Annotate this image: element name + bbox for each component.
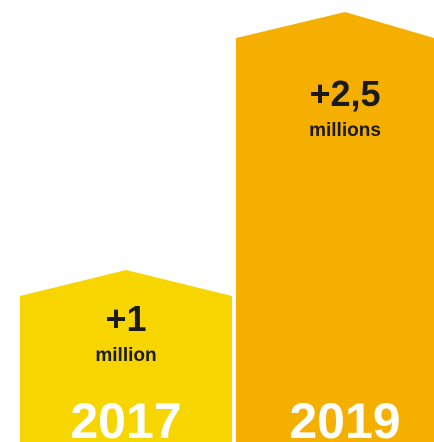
unit-label-2017: million [95, 345, 156, 366]
unit-label-2019: millions [309, 120, 381, 141]
value-label-2017: +1 [105, 298, 146, 339]
bar-2017 [20, 270, 232, 442]
value-label-2019: +2,5 [309, 73, 380, 114]
category-label-2019: 2019 [289, 393, 400, 442]
bar-2019 [236, 12, 434, 442]
category-label-2017: 2017 [70, 393, 181, 442]
